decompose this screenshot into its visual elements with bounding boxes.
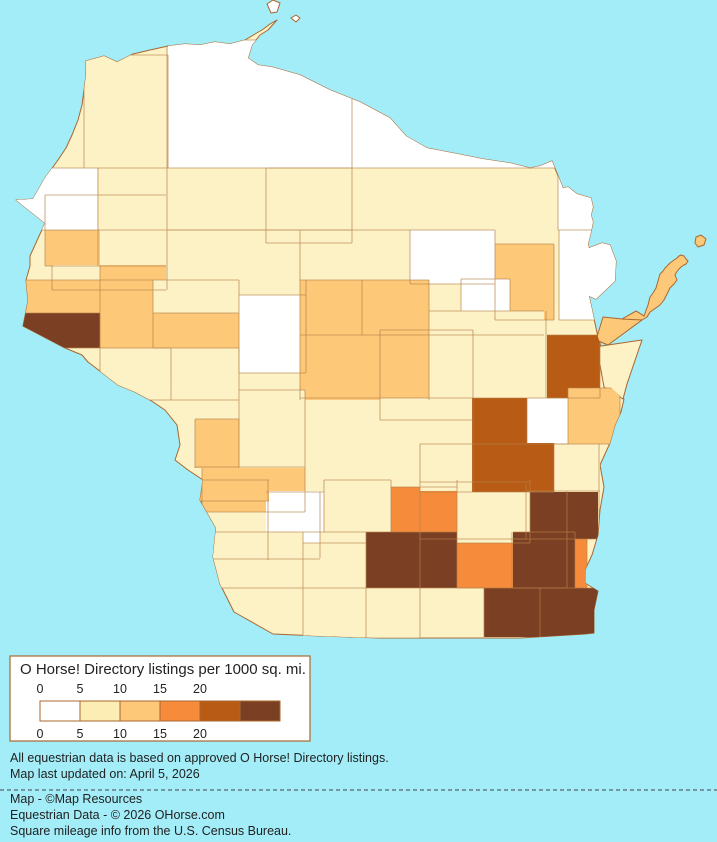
svg-text:15: 15	[153, 682, 167, 696]
svg-text:15: 15	[153, 727, 167, 741]
svg-text:5: 5	[77, 682, 84, 696]
svg-text:20: 20	[193, 682, 207, 696]
svg-text:O Horse! Directory listings pe: O Horse! Directory listings per 1000 sq.…	[20, 661, 306, 678]
svg-text:Map last updated on: April 5,: Map last updated on: April 5, 2026	[10, 767, 200, 781]
svg-text:10: 10	[113, 682, 127, 696]
svg-text:All equestrian data is based o: All equestrian data is based on approved…	[10, 751, 389, 765]
svg-text:0: 0	[37, 727, 44, 741]
svg-text:Equestrian Data - © 2026 OHors: Equestrian Data - © 2026 OHorse.com	[10, 808, 225, 822]
svg-text:Map - ©Map Resources: Map - ©Map Resources	[10, 792, 142, 806]
svg-text:0: 0	[37, 682, 44, 696]
svg-text:Square mileage info from the U: Square mileage info from the U.S. Census…	[10, 824, 291, 838]
svg-text:5: 5	[77, 727, 84, 741]
svg-text:20: 20	[193, 727, 207, 741]
svg-text:10: 10	[113, 727, 127, 741]
